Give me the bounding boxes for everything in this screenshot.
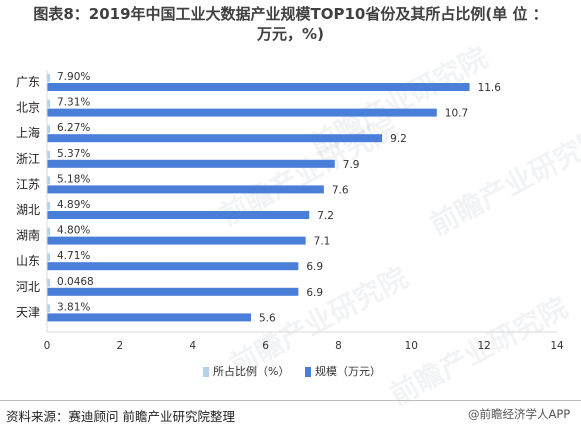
data-label-share: 4.80%	[57, 225, 90, 237]
x-tick-label: 10	[405, 340, 418, 352]
data-label-scale: 6.9	[306, 261, 323, 273]
x-tick-label: 6	[262, 340, 269, 352]
bar-scale	[47, 211, 310, 219]
bar-share	[47, 74, 50, 82]
bar-share	[47, 125, 50, 134]
bar-scale	[47, 108, 437, 117]
bar-scale	[47, 134, 383, 143]
bar-share	[47, 304, 50, 313]
bar-share	[47, 176, 50, 185]
x-tick-label: 0	[44, 340, 51, 352]
data-label-share: 4.71%	[57, 250, 90, 262]
chart-title: 图表8：2019年中国工业大数据产业规模TOP10省份及其所占比例(单 位 ： …	[0, 4, 581, 44]
data-label-scale: 9.2	[390, 133, 407, 145]
data-label-scale: 5.6	[259, 312, 276, 324]
data-label-share: 0.0468	[57, 276, 94, 288]
category-label: 山东	[16, 254, 40, 268]
x-tick-label: 14	[550, 340, 564, 352]
bar-scale	[47, 185, 324, 194]
bar-share	[47, 227, 50, 236]
bar-share	[47, 202, 50, 210]
x-tick-label: 4	[189, 340, 196, 352]
bar-share	[47, 150, 50, 159]
data-label-scale: 11.6	[478, 82, 502, 94]
data-label-share: 4.89%	[57, 199, 90, 211]
data-label-scale: 7.9	[343, 159, 360, 171]
bar-share	[47, 278, 50, 287]
legend-swatch-scale	[305, 367, 311, 377]
bar-scale	[47, 262, 299, 271]
category-label: 北京	[16, 101, 40, 115]
category-label: 广东	[16, 75, 40, 89]
category-label: 湖南	[16, 228, 40, 243]
bar-share	[47, 99, 50, 108]
data-label-scale: 7.2	[317, 210, 334, 222]
bar-scale	[47, 313, 251, 322]
category-label: 浙江	[16, 152, 40, 166]
x-tick-label: 8	[335, 340, 342, 352]
source-note: 资料来源：赛迪顾问 前瞻产业研究院整理	[6, 409, 235, 424]
data-label-scale: 7.6	[332, 184, 349, 196]
data-label-share: 6.27%	[57, 122, 90, 134]
data-label-share: 3.81%	[57, 301, 90, 313]
bar-share	[47, 253, 50, 262]
legend-swatch-share	[203, 367, 209, 377]
data-label-share: 5.37%	[57, 148, 90, 160]
data-label-scale: 10.7	[445, 108, 468, 120]
bar-scale	[47, 83, 470, 91]
category-label: 湖北	[16, 202, 40, 217]
legend-label-share: 所占比例（%）	[213, 364, 289, 378]
x-tick-label: 2	[117, 340, 124, 352]
data-label-share: 5.18%	[57, 173, 90, 185]
data-label-scale: 6.9	[306, 287, 323, 299]
category-label: 河北	[16, 280, 40, 294]
legend-label-scale: 规模（万元）	[315, 364, 381, 378]
bar-scale	[47, 236, 306, 245]
chart-title-line2: 万元，%)	[257, 25, 324, 43]
data-label-share: 7.31%	[57, 97, 90, 109]
data-label-scale: 7.1	[314, 236, 331, 248]
bar-scale	[47, 159, 335, 168]
category-label: 江苏	[16, 177, 40, 191]
bar-chart: 广东 7.90% 11.6 北京 7.31% 10.7 上海 6.27% 9.2 浙江 5.37% 7…	[16, 70, 564, 378]
category-label: 天津	[16, 305, 40, 319]
data-label-share: 7.90%	[57, 71, 90, 83]
brand-credit: @前瞻经济学人APP	[468, 407, 571, 421]
x-tick-label: 12	[477, 340, 490, 352]
source-divider	[0, 400, 581, 401]
bar-scale	[47, 287, 299, 296]
chart-title-line1: 图表8：2019年中国工业大数据产业规模TOP10省份及其所占比例(单 位 ：	[33, 5, 548, 23]
category-label: 上海	[16, 125, 40, 140]
